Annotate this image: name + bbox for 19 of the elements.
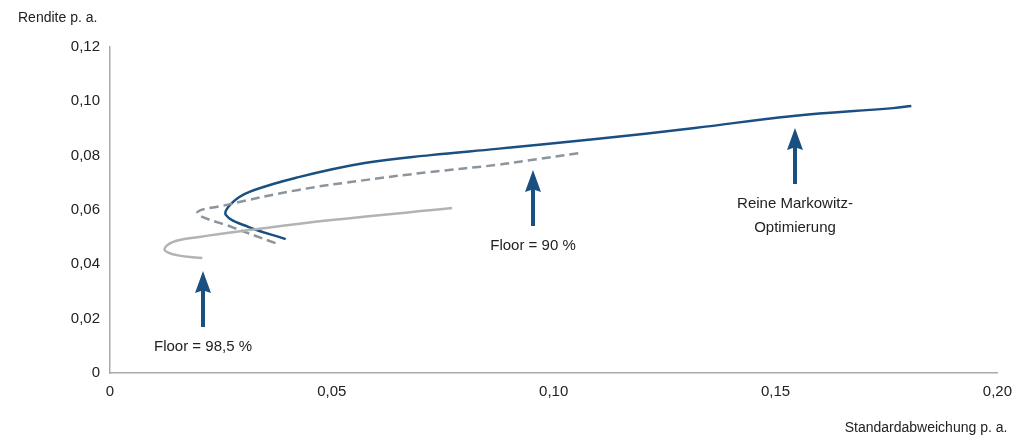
x-tick-label: 0,20 [982, 382, 1012, 400]
x-tick-label: 0,10 [539, 382, 569, 400]
annotation: Reine Markowitz- Optimierung [737, 193, 853, 235]
x-tick-label: 0,05 [317, 382, 347, 400]
y-tick-label: 0,08 [70, 145, 100, 163]
y-axis-title: Rendite p. a. [18, 9, 98, 25]
annotation: Floor = 90 % [490, 235, 576, 253]
y-tick-label: 0,12 [70, 37, 100, 55]
y-tick-label: 0,06 [70, 200, 100, 218]
y-tick-label: 0 [91, 363, 100, 381]
x-tick-label: 0 [105, 382, 115, 400]
y-tick-label: 0,10 [70, 91, 100, 109]
annotation: Floor = 98,5 % [154, 336, 252, 354]
x-tick-label: 0,15 [760, 382, 791, 400]
y-tick-label: 0,04 [70, 254, 100, 272]
x-axis-title: Standardabweichung p. a. [844, 419, 1008, 435]
line-series [224, 104, 913, 241]
y-tick-label: 0,02 [70, 308, 100, 326]
line-series [163, 206, 454, 260]
